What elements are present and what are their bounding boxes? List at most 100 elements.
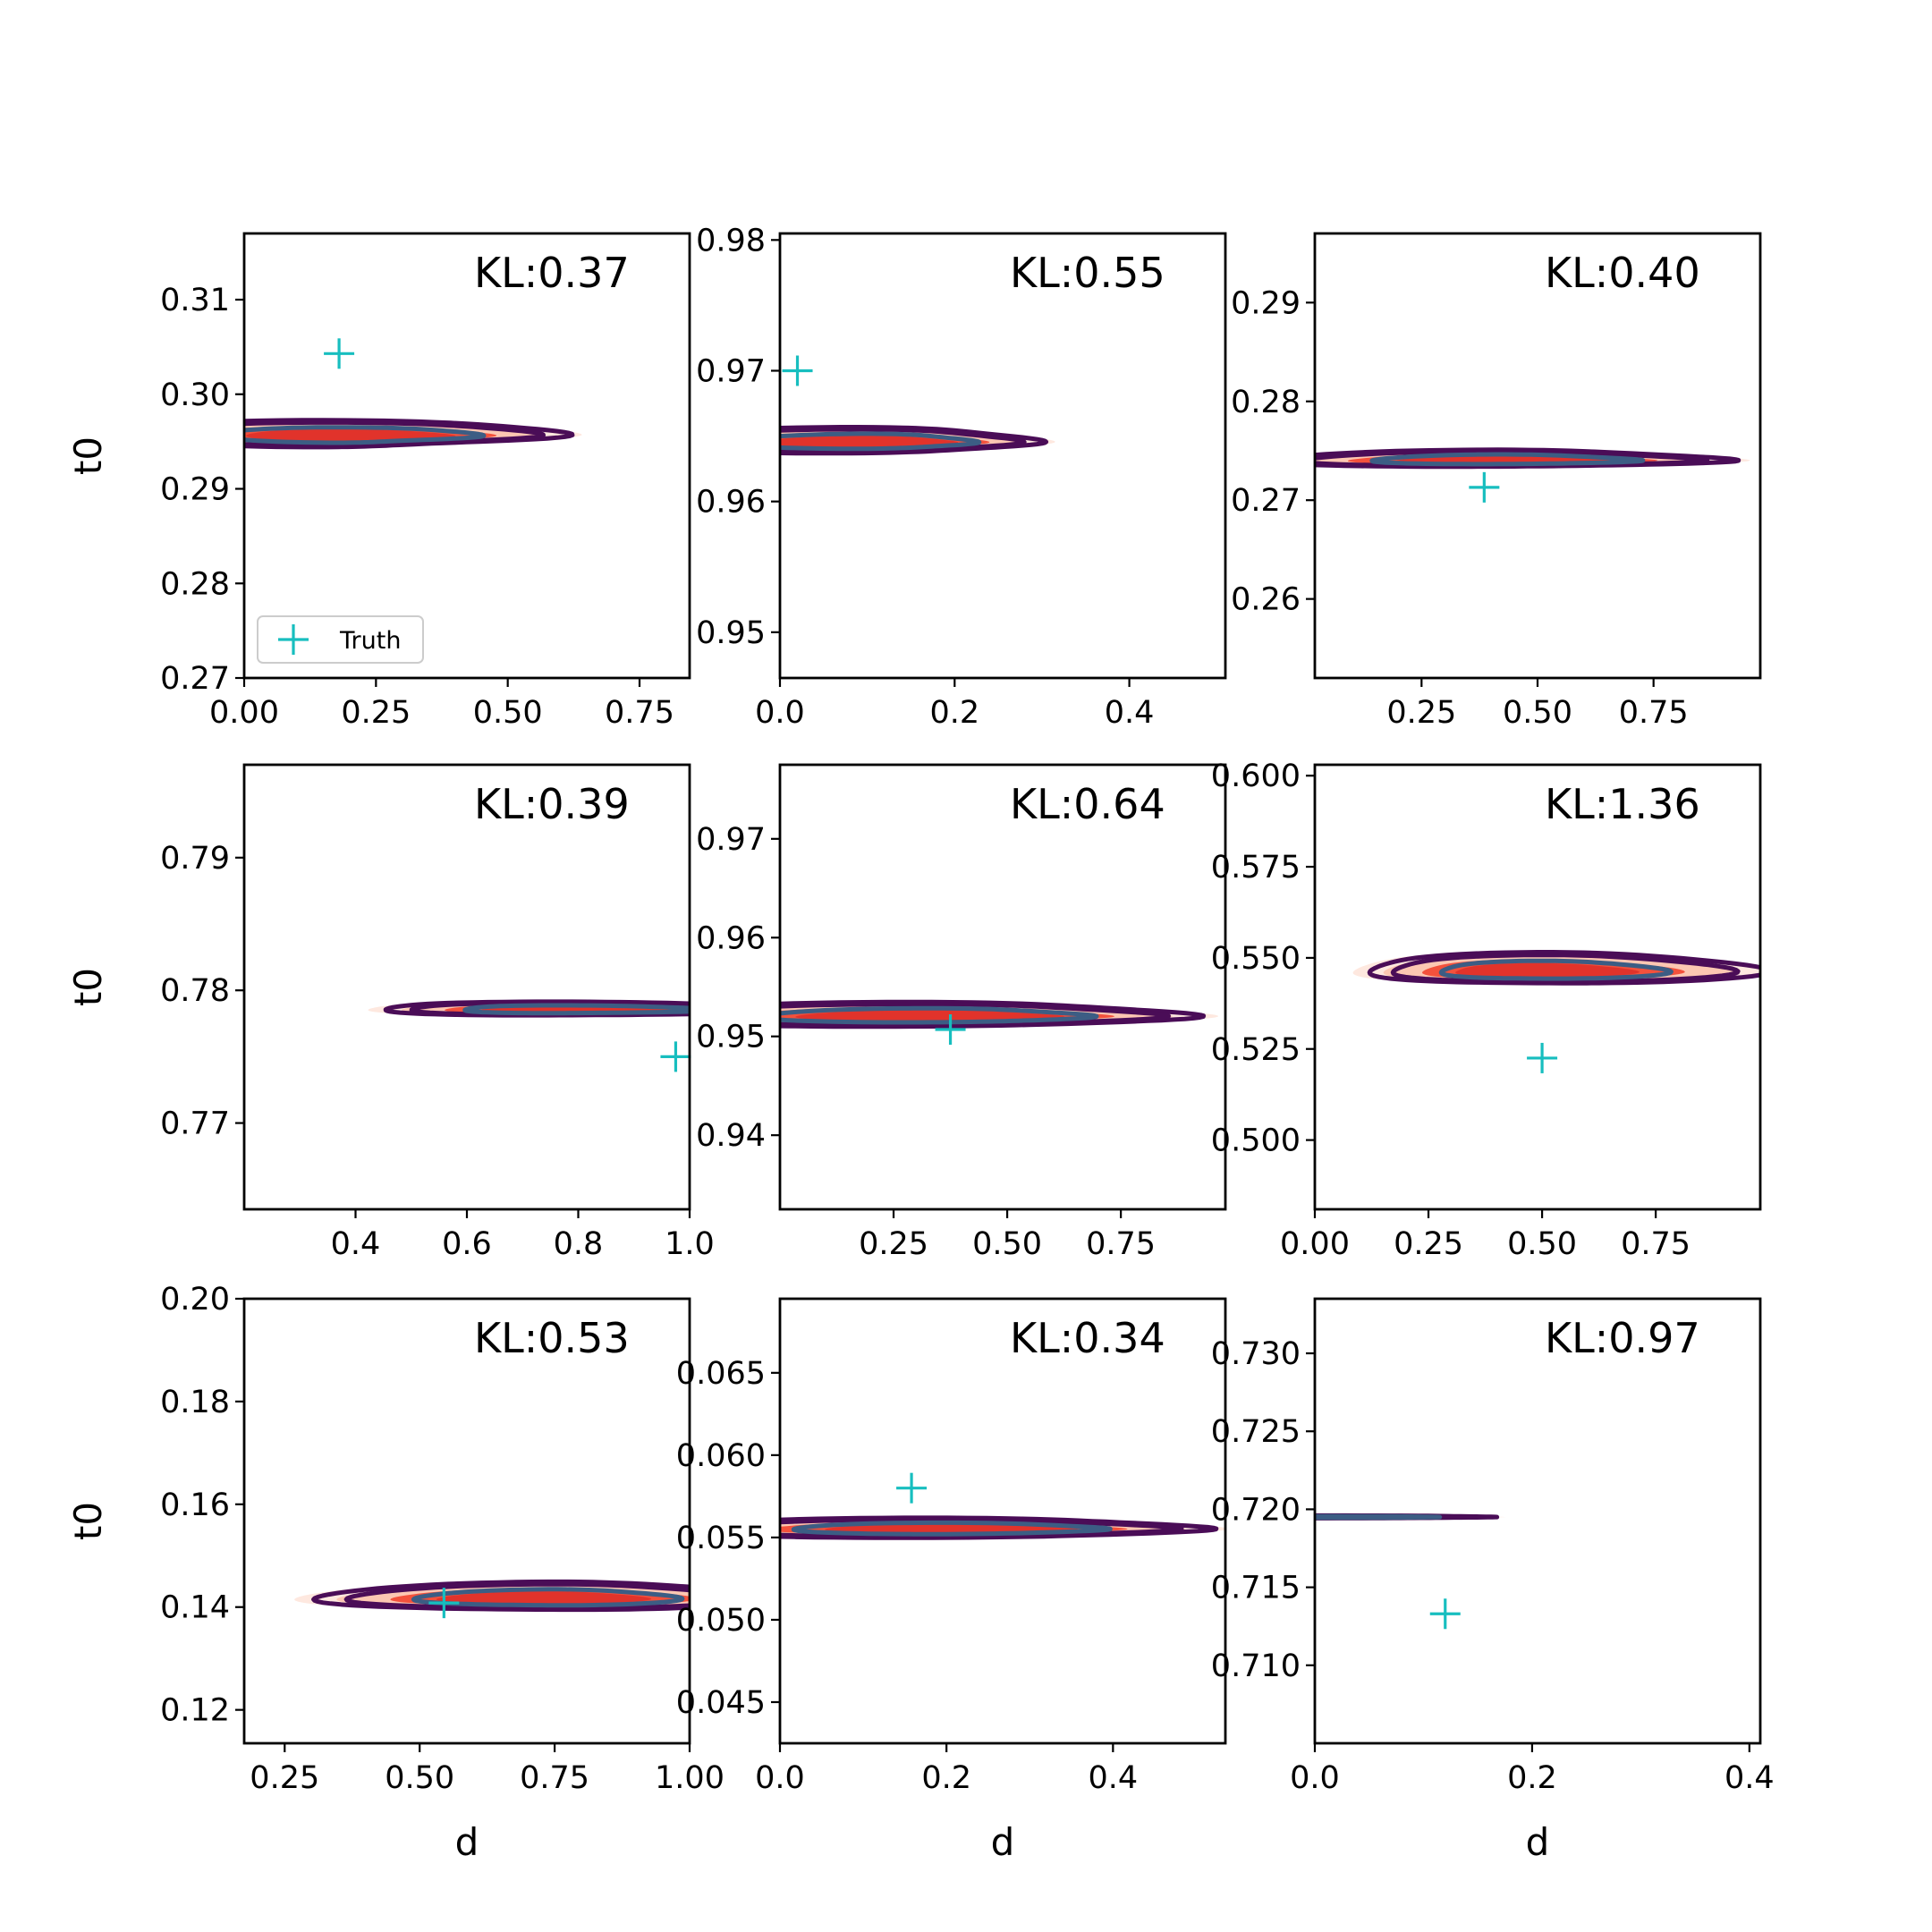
inner-contour-68: [780, 1005, 1099, 1025]
y-tick-label: 0.715: [1211, 1571, 1301, 1606]
outer-contour-90: [780, 427, 1027, 454]
y-tick-label: 0.78: [160, 973, 230, 1009]
y-tick-label: 0.16: [160, 1487, 230, 1523]
panel-1-density: [244, 418, 582, 450]
panel-1: 0.00 0.25 0.50 0.75 0.27 0.28 0.29 0.30 0.31 KL:0…: [66, 232, 691, 731]
y-tick-label: 0.94: [696, 1118, 766, 1154]
y-tick-label: 0.045: [676, 1685, 766, 1721]
y-tick-label: 0.12: [160, 1693, 230, 1729]
x-tick-label: 0.8: [554, 1226, 604, 1262]
inner-contour-68: [462, 1003, 690, 1016]
panel-7-density: [294, 1579, 690, 1613]
inner-contour-68: [791, 1520, 1113, 1537]
y-tick-label: 0.95: [696, 1020, 766, 1055]
truth-marker: [428, 1588, 460, 1619]
x-tick-label: 0.25: [341, 695, 411, 731]
kl-annotation: KL:0.53: [474, 1314, 630, 1362]
y-tick-label: 0.525: [1211, 1032, 1301, 1068]
x-tick-label: 0.0: [755, 695, 805, 731]
inner-contour-68: [1315, 1513, 1443, 1521]
axes-frame: [242, 232, 691, 680]
kl-annotation: KL:1.36: [1545, 780, 1700, 828]
panel-4: 0.4 0.6 0.8 1.0 0.77 0.78 0.79 KL:0.39 t0: [66, 763, 715, 1262]
truth-marker: [782, 355, 813, 386]
y-tick-label: 0.18: [160, 1385, 230, 1420]
y-tick-label: 0.14: [160, 1590, 230, 1626]
panel-6-density: [1352, 950, 1760, 986]
x-axis-label: d: [991, 1820, 1015, 1864]
x-tick-label: 0.50: [1503, 695, 1572, 731]
y-axis-label: t0: [66, 968, 110, 1006]
y-tick-label: 0.97: [696, 822, 766, 858]
y-tick-label: 0.29: [1231, 285, 1301, 321]
axes-frame: [778, 1297, 1227, 1745]
y-tick-label: 0.96: [696, 920, 766, 956]
legend-label: Truth: [339, 627, 401, 655]
y-tick-label: 0.055: [676, 1521, 766, 1556]
x-tick-label: 0.2: [1507, 1760, 1557, 1796]
y-tick-label: 0.31: [160, 283, 230, 318]
y-tick-label: 0.550: [1211, 941, 1301, 977]
x-tick-label: 0.4: [331, 1226, 381, 1262]
y-tick-label: 0.77: [160, 1106, 230, 1142]
panel-8: 0.0 0.2 0.4 0.045 0.050 0.055 0.060 0.065 KL:0.3…: [676, 1297, 1227, 1864]
x-tick-label: 0.75: [1621, 1226, 1690, 1262]
truth-marker: [896, 1472, 928, 1504]
x-tick-label: 0.00: [209, 695, 279, 731]
legend: Truth: [257, 615, 424, 664]
truth-marker: [935, 1013, 966, 1045]
y-tick-label: 0.20: [160, 1282, 230, 1318]
kl-annotation: KL:0.39: [474, 780, 630, 828]
y-tick-label: 0.065: [676, 1356, 766, 1392]
inner-contour-68: [411, 1587, 685, 1608]
x-tick-label: 0.75: [1619, 695, 1689, 731]
y-axis-label: t0: [66, 1502, 110, 1540]
density-fill-level-4: [825, 1523, 1079, 1534]
panel-3-density: [1315, 447, 1750, 470]
kl-annotation: KL:0.64: [1010, 780, 1165, 828]
y-tick-label: 0.29: [160, 472, 230, 508]
y-tick-label: 0.28: [160, 566, 230, 602]
y-tick-label: 0.575: [1211, 850, 1301, 886]
inner-contour-68: [1438, 958, 1674, 981]
y-tick-label: 0.97: [696, 353, 766, 389]
y-tick-label: 0.730: [1211, 1336, 1301, 1372]
outer-contour-90: [1390, 953, 1741, 984]
axes-frame: [1313, 1297, 1762, 1745]
x-tick-label: 0.25: [250, 1760, 319, 1796]
axes-frame: [778, 763, 1227, 1211]
panel-9: 0.0 0.2 0.4 0.710 0.715 0.720 0.725 0.730 KL:0.9…: [1211, 1297, 1775, 1864]
outer-contour-90: [780, 1517, 1184, 1539]
y-tick-label: 0.060: [676, 1438, 766, 1474]
x-axis-label: d: [1526, 1820, 1550, 1864]
panel-9-density: [1315, 1513, 1506, 1521]
y-tick-label: 0.95: [696, 615, 766, 651]
x-tick-label: 0.4: [1724, 1760, 1775, 1796]
axes-frame: [778, 232, 1227, 680]
outer-contour-90: [780, 1002, 1171, 1028]
y-tick-label: 0.96: [696, 485, 766, 521]
density-fill-level-4: [436, 1591, 652, 1605]
density-fill-level-4: [1455, 962, 1640, 978]
kl-annotation: KL:0.40: [1545, 249, 1700, 297]
kl-annotation: KL:0.34: [1010, 1314, 1165, 1362]
y-tick-label: 0.98: [696, 223, 766, 258]
x-tick-label: 0.2: [929, 695, 979, 731]
y-tick-label: 0.600: [1211, 758, 1301, 794]
axes-frame: [242, 763, 691, 1211]
x-tick-label: 0.2: [921, 1760, 971, 1796]
x-tick-label: 0.50: [473, 695, 543, 731]
kl-annotation: KL:0.37: [474, 249, 630, 297]
y-tick-label: 0.725: [1211, 1414, 1301, 1450]
x-tick-label: 0.00: [1280, 1226, 1350, 1262]
x-tick-label: 0.4: [1105, 695, 1155, 731]
x-tick-label: 0.25: [1394, 1226, 1463, 1262]
density-fill-level-4: [780, 435, 959, 448]
x-axis-label: d: [455, 1820, 479, 1864]
truth-marker: [1527, 1042, 1558, 1073]
x-tick-label: 0.50: [1507, 1226, 1577, 1262]
y-tick-label: 0.79: [160, 841, 230, 877]
x-tick-label: 0.6: [442, 1226, 492, 1262]
x-tick-label: 1.00: [655, 1760, 724, 1796]
